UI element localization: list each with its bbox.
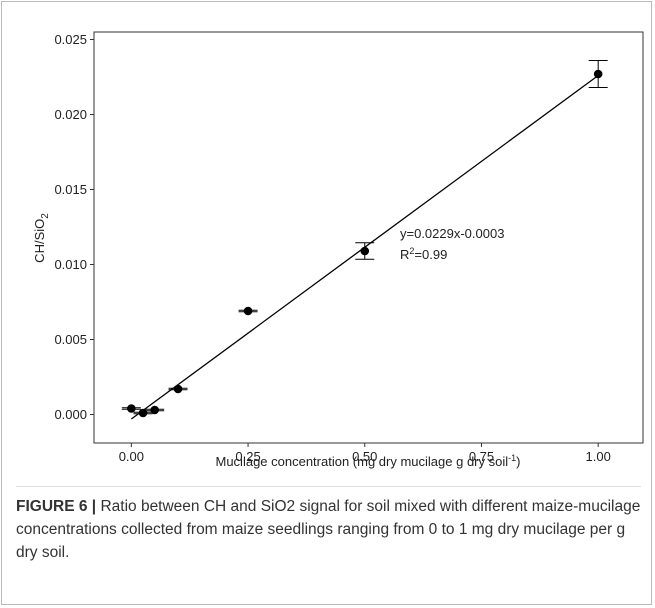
x-tick-label: 0.00 <box>119 449 144 464</box>
point <box>173 384 183 394</box>
x-tick-label: 1.00 <box>586 449 611 464</box>
x-tick-label: 0.50 <box>352 449 377 464</box>
equation: y=0.0229x-0.0003 <box>400 226 504 241</box>
r-squared: R2=0.99 <box>400 246 447 262</box>
point <box>150 405 159 415</box>
point <box>593 69 603 79</box>
y-axis-label-text: CH/SiO <box>32 219 47 263</box>
y-tick-label: 0.015 <box>54 182 87 197</box>
y-axis-label-subscript: 2 <box>40 213 51 219</box>
x-axis-label: Mucilage concentration (mg dry mucilage … <box>216 453 521 469</box>
r-squared-r: R <box>400 247 409 262</box>
x-tick-label: 0.75 <box>469 449 494 464</box>
x-axis-label-text: Mucilage concentration (mg dry mucilage … <box>216 454 509 469</box>
y-tick-label: 0.000 <box>54 407 87 422</box>
r-squared-value: =0.99 <box>414 247 447 262</box>
point <box>127 404 136 413</box>
x-tick-label: 0.25 <box>235 449 260 464</box>
y-tick-label: 0.010 <box>54 257 87 272</box>
y-tick-label: 0.025 <box>54 32 87 47</box>
point <box>243 306 253 316</box>
y-axis-label: CH/SiO2 <box>32 213 51 263</box>
r-squared-sup: 2 <box>409 246 414 256</box>
caption-text: Ratio between CH and SiO2 signal for soi… <box>16 498 641 561</box>
chart: CH/SiO2 Mucilage concentration (mg dry m… <box>32 31 644 469</box>
plot-border <box>93 31 644 444</box>
point <box>138 408 148 418</box>
x-axis-label-end: ) <box>516 454 520 469</box>
y-tick-label: 0.005 <box>54 332 87 347</box>
caption-label: FIGURE 6 | <box>16 498 97 515</box>
x-axis-label-superscript: -1 <box>508 453 516 463</box>
y-tick-label: 0.020 <box>54 107 87 122</box>
caption: FIGURE 6 | Ratio between CH and SiO2 sig… <box>16 486 641 564</box>
point <box>360 246 370 256</box>
